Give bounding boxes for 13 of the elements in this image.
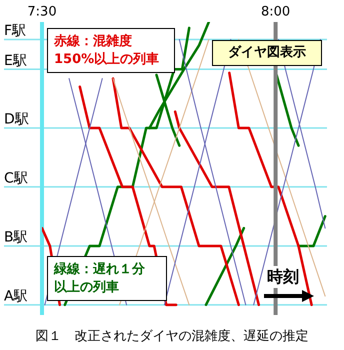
ref-line-label: C駅 bbox=[4, 170, 28, 187]
x-tick-label: 8:00 bbox=[261, 4, 290, 20]
x-tick-label: 7:30 bbox=[27, 4, 57, 20]
ref-line-label: B駅 bbox=[4, 230, 28, 246]
ref-line-label: A駅 bbox=[4, 288, 28, 304]
annotation: ダイヤ図表示 bbox=[212, 40, 322, 66]
annotation: 時刻 bbox=[265, 266, 301, 288]
text: 図１ 改正されたダイヤの混雑度、遅延の推定 bbox=[34, 328, 310, 345]
annotation: 緑線：遅れ１分以上の列車 bbox=[47, 256, 167, 302]
ref-line-label: F駅 bbox=[4, 23, 26, 40]
ref-line-label: E駅 bbox=[4, 52, 27, 69]
ref-line-label: D駅 bbox=[4, 112, 29, 128]
annotation: 赤線：混雑度150%以上の列車 bbox=[47, 28, 175, 74]
